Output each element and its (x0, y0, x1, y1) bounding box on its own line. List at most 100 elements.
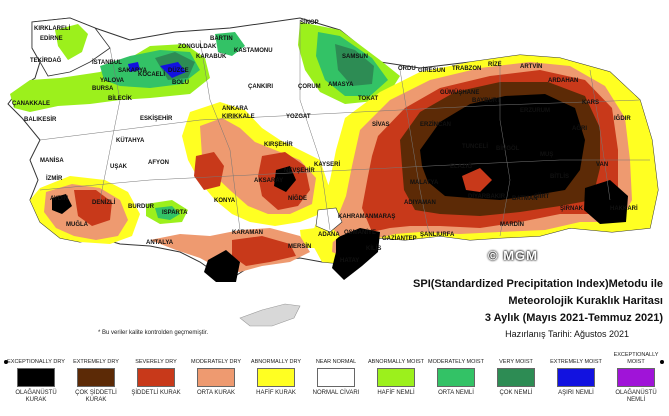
legend-label-en: NEAR NORMAL (315, 359, 357, 365)
city-label: ORDU (398, 66, 416, 72)
legend-label-en: VERY MOIST (499, 359, 533, 365)
city-label: UŞAK (110, 164, 128, 170)
city-label: TUNCELİ (462, 143, 488, 150)
city-label: HATAY (340, 258, 359, 264)
map-title-block: SPI(Standardized Precipitation Index)Met… (365, 276, 663, 341)
prepared-date: Hazırlanış Tarihi: Ağustos 2021 (505, 329, 629, 339)
city-label: ADIYAMAN (404, 200, 436, 206)
legend-swatch (137, 368, 175, 387)
city-label: ERZİNCAN (420, 121, 451, 128)
city-label: KASTAMONU (234, 48, 273, 54)
zone-severely-dry-denizli (74, 190, 112, 226)
legend-label-tr: ÇOK ŞİDDETLİ KURAK (75, 390, 117, 403)
city-label: SİNOP (300, 19, 319, 26)
city-label: IĞDIR (614, 114, 631, 122)
city-label: BAYBURT (472, 98, 501, 104)
city-label: AYDIN (50, 196, 68, 202)
legend-label-tr: HAFİF NEMLİ (377, 390, 415, 396)
city-label: ERZURUM (520, 108, 550, 114)
zone-exceptionally-dry-east (420, 94, 585, 200)
city-label: ARTVİN (520, 63, 542, 70)
city-label: AKSARAY (254, 178, 283, 184)
city-label: MALATYA (410, 180, 439, 186)
city-label: TRABZON (452, 66, 481, 72)
zone-exceptionally-dry-mersin (204, 250, 240, 282)
city-label: İZMİR (46, 175, 63, 182)
city-label: NİĞDE (288, 194, 307, 202)
legend-swatch (377, 368, 415, 387)
city-label: MERSİN (288, 243, 311, 250)
city-label: KARABÜK (196, 53, 227, 60)
city-label: BATMAN (512, 196, 538, 202)
drought-map: KIRKLARELİ EDİRNE TEKİRDAĞ İSTANBUL KOCA… (7, 17, 659, 327)
legend-item: EXCEPTIONALLY MOIST OLAĞANÜSTÜ NEMLİ (606, 350, 666, 404)
city-label: HAKKARİ (610, 205, 638, 212)
city-label: RİZE (488, 61, 502, 68)
legend-swatch (77, 368, 115, 387)
city-label: ÇANKIRI (248, 84, 273, 90)
city-label: BİTLİS (550, 173, 569, 180)
cyprus (239, 303, 301, 327)
city-label: ANKARA (222, 106, 249, 112)
legend-item: VERY MOIST ÇOK NEMLİ (486, 350, 546, 397)
city-label: SAMSUN (342, 54, 368, 60)
legend: EXCEPTIONALLY DRY OLAĞANÜSTÜ KURAK EXTREME… (0, 350, 669, 416)
map-subtitle: Meteorolojik Kuraklık Haritası (508, 295, 663, 307)
city-label: AMASYA (328, 82, 354, 88)
city-label: AĞRI (572, 124, 587, 132)
zone-exceptionally-dry-hakkari (584, 180, 628, 224)
legend-item: ABNORMALLY DRY HAFİF KURAK (246, 350, 306, 397)
city-label: BİLECİK (108, 95, 133, 102)
city-label: KIRKLARELİ (34, 25, 71, 32)
city-label: DİYARBAKIR (468, 193, 506, 200)
legend-label-tr: AŞIRI NEMLİ (558, 390, 594, 396)
zone-extremely-moist-bolu (160, 62, 186, 78)
city-label: ISPARTA (162, 210, 188, 216)
legend-label-en: MODERATELY DRY (190, 359, 242, 365)
zone-extremely-moist-sakarya (128, 62, 140, 72)
city-label: ÇORUM (298, 84, 321, 90)
city-label: BURSA (92, 86, 114, 92)
city-label: KÜTAHYA (116, 137, 145, 144)
city-label: AFYON (148, 160, 169, 166)
city-label: İSTANBUL (92, 59, 122, 66)
city-label: KAHRAMANMARAŞ (338, 214, 395, 220)
city-label: YOZGAT (286, 114, 311, 120)
city-label: BARTIN (210, 36, 233, 42)
city-label: KOCAELİ (138, 71, 165, 78)
legend-label-en: EXCEPTIONALLY DRY (7, 359, 65, 365)
zone-exceptionally-dry-mugla (52, 194, 72, 214)
city-label: KİLİS (366, 245, 381, 252)
city-label: MUĞLA (66, 220, 89, 228)
city-label: MUŞ (540, 152, 553, 158)
legend-swatch (497, 368, 535, 387)
legend-label-en: EXCEPTIONALLY MOIST (613, 352, 659, 365)
zone-near-normal-kayseri (315, 207, 343, 233)
city-label: KAYSERİ (314, 161, 340, 168)
legend-swatch (317, 368, 355, 387)
city-label: ADANA (318, 232, 340, 238)
city-label: ELAZIĞ (450, 162, 472, 170)
zone-exceptionally-dry-hatay (332, 228, 380, 280)
city-label: ŞIRNAK (560, 206, 584, 212)
legend-label-tr: ÇOK NEMLİ (499, 390, 533, 396)
legend-label-tr: OLAĞANÜSTÜ KURAK (15, 390, 57, 403)
city-label: SİVAS (372, 121, 390, 128)
city-label: YALOVA (100, 78, 125, 84)
zone-severely-dry-malatya (462, 168, 492, 192)
city-label: NEVŞEHİR (284, 167, 315, 174)
city-label: ZONGULDAK (178, 44, 217, 50)
legend-swatch (617, 368, 655, 387)
city-label: BURDUR (128, 204, 155, 210)
legend-label-en: MODERATELY MOIST (428, 359, 484, 365)
legend-bullet-left (4, 360, 8, 364)
legend-swatch (257, 368, 295, 387)
city-label: SİİRT (534, 193, 550, 200)
zone-abnormally-moist-nw (55, 24, 88, 60)
legend-swatch (17, 368, 55, 387)
legend-label-tr: ŞİDDETLİ KURAK (131, 390, 181, 396)
mgm-watermark: © MGM (488, 248, 538, 263)
legend-item: EXTREMELY DRY ÇOK ŞİDDETLİ KURAK (66, 350, 126, 404)
legend-label-tr: HAFİF KURAK (256, 390, 296, 396)
city-label: KONYA (214, 198, 236, 204)
